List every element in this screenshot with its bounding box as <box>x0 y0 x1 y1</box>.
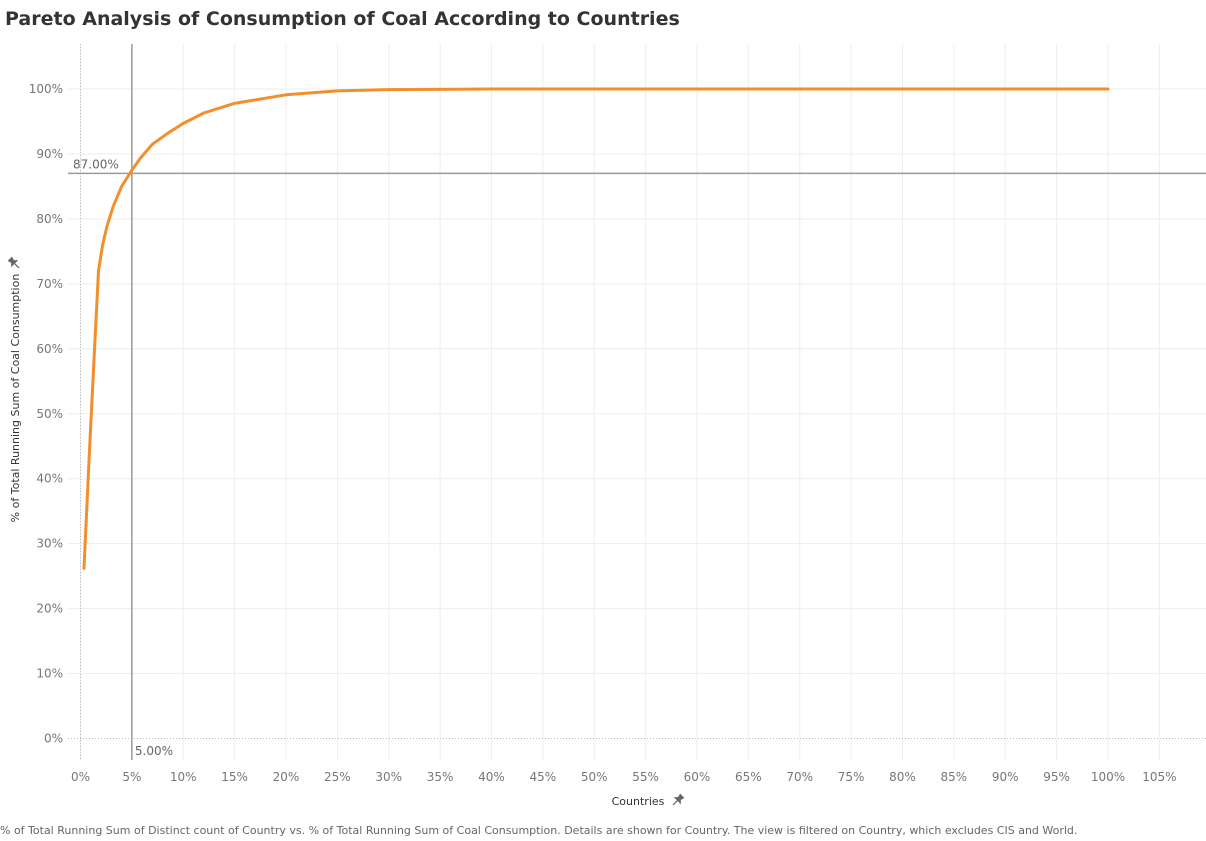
x-tick-label: 5% <box>122 770 141 784</box>
x-tick-label: 75% <box>838 770 865 784</box>
x-tick-label: 10% <box>170 770 197 784</box>
x-axis-title: Countries <box>612 795 665 808</box>
pin-head <box>7 256 19 268</box>
x-tick-label: 30% <box>375 770 402 784</box>
y-tick-label: 10% <box>36 667 63 681</box>
x-tick-label: 15% <box>221 770 248 784</box>
x-tick-label: 80% <box>889 770 916 784</box>
y-tick-label: 100% <box>29 82 63 96</box>
x-tick-label: 0% <box>71 770 90 784</box>
pin-needle <box>14 263 20 269</box>
axis-titles: Countries % of Total Running Sum of Coal … <box>7 256 685 808</box>
y-tick-label: 90% <box>36 147 63 161</box>
x-tick-label: 55% <box>632 770 659 784</box>
gridlines <box>68 44 1206 760</box>
x-tick-label: 25% <box>324 770 351 784</box>
y-axis-title: % of Total Running Sum of Coal Consumpti… <box>9 274 22 523</box>
x-tick-label: 70% <box>786 770 813 784</box>
series-layer <box>82 87 1110 570</box>
x-tick-label: 20% <box>273 770 300 784</box>
pareto-chart: 87.00% 5.00% 0% 5% 10% 15% 20% 25% 30% 35% 40% 45%… <box>7 44 1206 808</box>
x-tick-label: 95% <box>1043 770 1070 784</box>
y-tick-label: 0% <box>44 732 63 746</box>
x-tick-label: 40% <box>478 770 505 784</box>
x-tick-label: 90% <box>992 770 1019 784</box>
series-line <box>82 87 1110 570</box>
pin-icon <box>7 256 20 269</box>
y-reference-label: 87.00% <box>73 157 119 171</box>
reference-lines: 87.00% 5.00% <box>68 44 1206 760</box>
y-tick-label: 80% <box>36 212 63 226</box>
footer-caption: % of Total Running Sum of Distinct count… <box>0 824 1078 837</box>
y-tick-label: 70% <box>36 277 63 291</box>
x-tick-label: 35% <box>427 770 454 784</box>
x-tick-label: 65% <box>735 770 762 784</box>
x-tick-label: 45% <box>530 770 557 784</box>
x-tick-label: 100% <box>1091 770 1125 784</box>
x-tick-label: 85% <box>941 770 968 784</box>
y-tick-label: 50% <box>36 407 63 421</box>
y-tick-label: 20% <box>36 602 63 616</box>
pin-icon <box>672 793 685 806</box>
pin-head <box>673 793 685 805</box>
y-tick-label: 30% <box>36 537 63 551</box>
x-tick-label: 60% <box>684 770 711 784</box>
y-tick-label: 60% <box>36 342 63 356</box>
chart-title: Pareto Analysis of Consumption of Coal A… <box>5 8 680 30</box>
tick-labels: 0% 5% 10% 15% 20% 25% 30% 35% 40% 45% 50% 55% 60% 65%… <box>29 82 1177 784</box>
y-tick-label: 40% <box>36 472 63 486</box>
pin-needle <box>672 800 678 806</box>
x-tick-label: 105% <box>1142 770 1176 784</box>
x-tick-label: 50% <box>581 770 608 784</box>
x-reference-label: 5.00% <box>135 744 173 758</box>
